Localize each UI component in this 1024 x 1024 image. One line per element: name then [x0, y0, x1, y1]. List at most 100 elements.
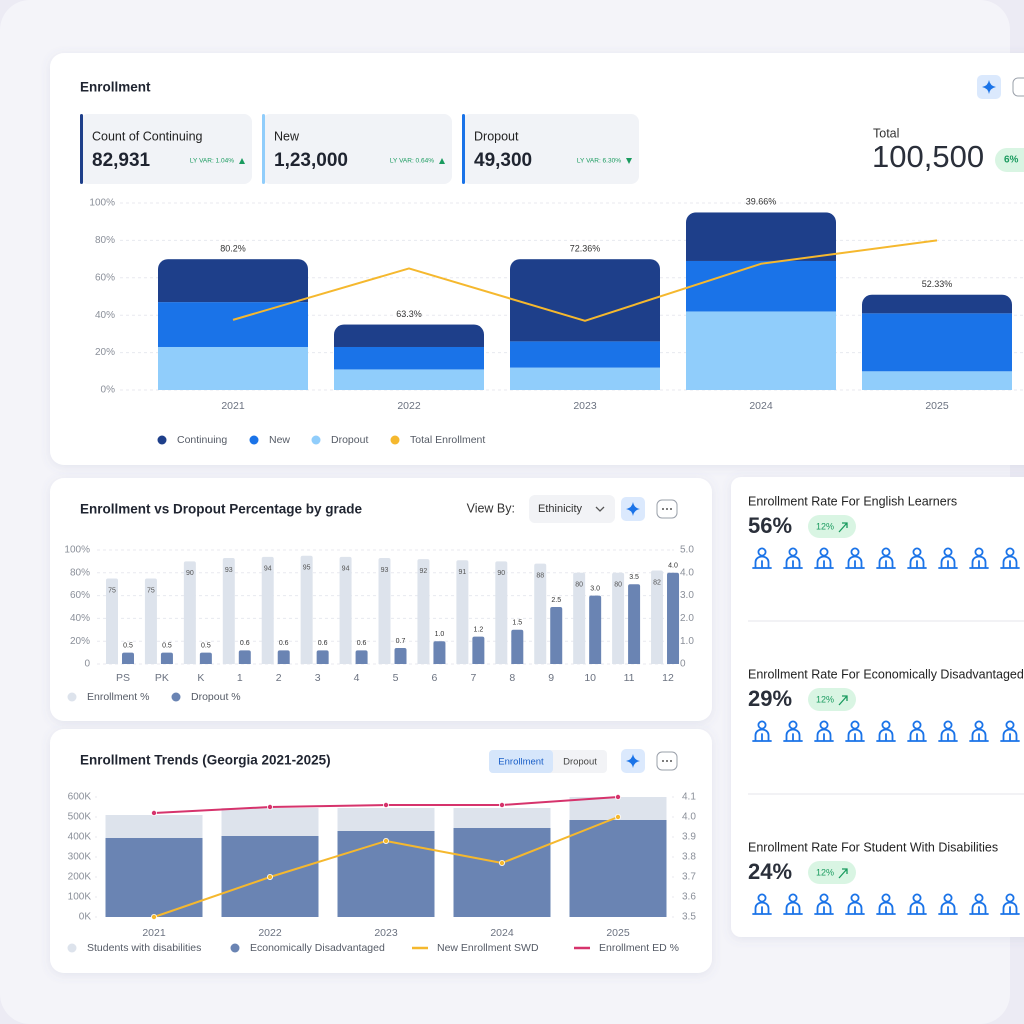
line-marker	[382, 838, 389, 845]
y-tick-label: 300K	[68, 852, 92, 863]
bar	[433, 641, 446, 664]
kpi-variance: LY VAR: 6.30%	[577, 158, 621, 165]
bar-segment	[221, 808, 319, 836]
bar	[106, 578, 118, 664]
person-icon	[1000, 720, 1020, 742]
icon-body	[845, 728, 865, 742]
y-tick-label: 3.5	[682, 912, 696, 923]
legend-label: New	[269, 434, 290, 446]
y-tick-label: 600K	[68, 792, 92, 803]
legend-symbol	[67, 692, 77, 702]
y-tick-label: 4.0	[680, 567, 694, 578]
x-tick-label: 4	[354, 672, 360, 684]
y-tick-label: 400K	[68, 832, 92, 843]
person-icon	[938, 720, 958, 742]
y-tick-label: 40%	[95, 310, 115, 321]
value-label: 95	[303, 565, 311, 572]
person-icon	[938, 547, 958, 569]
bar-annotation: 80.2%	[220, 243, 246, 253]
more-button[interactable]	[1012, 77, 1024, 97]
icon-body	[876, 728, 896, 742]
bar-segment	[453, 828, 551, 917]
y-tick-label: 100K	[68, 892, 92, 903]
bar	[472, 636, 485, 664]
line-marker	[382, 802, 389, 809]
icon-body	[1000, 555, 1020, 569]
dropdown[interactable]	[529, 495, 615, 523]
legend-label: Enrollment ED %	[599, 942, 679, 954]
bar-stack	[510, 259, 660, 390]
x-tick-label: 6	[432, 672, 438, 684]
y-tick-label: 40%	[70, 613, 90, 624]
kpi-accent	[80, 114, 83, 184]
y-tick-label: 20%	[95, 347, 115, 358]
bar	[160, 652, 173, 664]
y-tick-label: 5.0	[680, 545, 694, 556]
bar	[456, 560, 469, 664]
bar-segment	[334, 324, 484, 347]
bar-segment	[105, 815, 203, 838]
person-icon	[876, 547, 896, 569]
person-icon	[845, 893, 865, 915]
icon-body	[783, 728, 803, 742]
person-icon	[814, 547, 834, 569]
icon-body	[938, 901, 958, 915]
kpi-card	[462, 114, 639, 184]
tab[interactable]: Enrollment	[498, 757, 544, 768]
legend-symbol	[249, 435, 259, 445]
bar-stack	[334, 324, 484, 390]
value-label: 82	[653, 579, 661, 586]
bar	[589, 595, 602, 664]
bar	[651, 570, 664, 664]
bar	[238, 650, 251, 664]
legend-label: New Enrollment SWD	[437, 942, 539, 954]
rate-title: Enrollment Rate For English Learners	[748, 494, 957, 508]
total-value: 100,500	[872, 139, 984, 174]
tab[interactable]: Dropout	[563, 757, 597, 768]
x-tick-label: 2021	[221, 400, 245, 412]
bar	[378, 557, 391, 664]
legend-symbol	[390, 435, 400, 445]
sparkle-icon	[982, 80, 996, 94]
bar-segment	[453, 808, 551, 828]
bar	[417, 559, 430, 664]
x-tick-label: 2	[276, 672, 282, 684]
icon-body	[938, 728, 958, 742]
icon-body	[969, 901, 989, 915]
kpi-value: 49,300	[474, 150, 532, 171]
person-icon	[783, 547, 803, 569]
chart: 0% 20% 40% 60% 80% 100% 2021 80.2% 2022 63.3% 2023…	[89, 197, 1024, 446]
value-label: 3.0	[590, 585, 600, 592]
x-tick-label: 2023	[374, 927, 398, 939]
bar	[300, 555, 313, 664]
total-label: Total	[873, 126, 899, 140]
value-label: 2.5	[551, 597, 561, 604]
value-label: 75	[108, 587, 116, 594]
y-tick-label: 80%	[95, 235, 115, 246]
icon-body	[969, 728, 989, 742]
kpi-value: 82,931	[92, 150, 151, 171]
person-icon	[814, 720, 834, 742]
bar-segment	[158, 259, 308, 303]
icon-body	[752, 728, 772, 742]
bar-stack	[105, 815, 203, 917]
y-tick-label: 80%	[70, 567, 90, 578]
bar-annotation: 39.66%	[746, 197, 777, 207]
line-marker	[498, 860, 505, 867]
person-icon	[752, 893, 772, 915]
change-text: 12%	[816, 521, 834, 531]
value-label: 0.6	[279, 640, 289, 647]
value-label: 75	[147, 587, 155, 594]
icon-body	[969, 555, 989, 569]
rate-value: 24%	[748, 859, 792, 884]
person-icon	[783, 893, 803, 915]
dropdown-value[interactable]: Ethinicity	[538, 503, 583, 515]
value-label: 91	[458, 569, 466, 576]
value-label: 1.5	[512, 620, 522, 627]
icon-body	[938, 555, 958, 569]
bar	[667, 572, 680, 664]
rate-value: 29%	[748, 686, 792, 711]
value-label: 0.5	[201, 642, 211, 649]
y-tick-label: 0	[84, 659, 90, 670]
